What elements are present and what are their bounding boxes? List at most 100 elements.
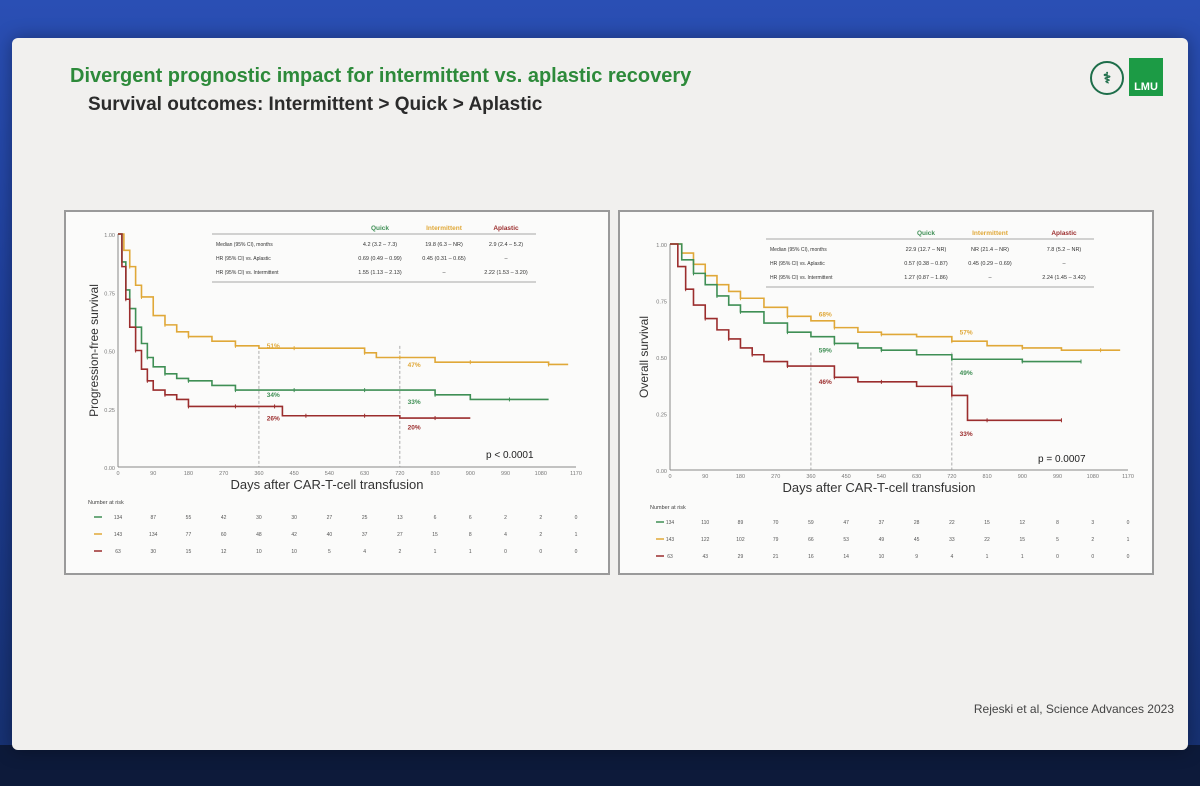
table-row-label: HR (95% CI) vs. Aplastic xyxy=(216,256,271,262)
table-header-quick: Quick xyxy=(917,230,935,237)
risk-count: 110 xyxy=(701,520,709,526)
risk-count: 77 xyxy=(186,532,192,538)
risk-count: 47 xyxy=(843,520,849,526)
table-cell: 2.22 (1.53 – 3.20) xyxy=(484,270,528,276)
risk-count: 0 xyxy=(575,549,578,555)
risk-count: 42 xyxy=(291,532,297,538)
risk-count: 42 xyxy=(221,515,227,521)
risk-count: 5 xyxy=(328,549,331,555)
risk-count: 4 xyxy=(504,532,507,538)
pfs-chart-panel: 0.00 0.25 0.50 0.75 1.00 0 90 180 270 360 450 540 63… xyxy=(64,210,610,575)
risk-count: 10 xyxy=(291,549,297,555)
risk-count: 22 xyxy=(984,537,990,543)
x-tick-label: 450 xyxy=(842,474,851,480)
risk-count: 1 xyxy=(575,532,578,538)
risk-count: 122 xyxy=(701,537,710,543)
risk-count: 13 xyxy=(397,515,403,521)
x-tick-label: 720 xyxy=(947,474,956,480)
risk-count: 33 xyxy=(949,537,955,543)
risk-count: 14 xyxy=(843,554,849,560)
x-tick-label: 540 xyxy=(325,471,334,477)
risk-count: 10 xyxy=(879,554,885,560)
risk-count: 15 xyxy=(984,520,990,526)
y-tick-label: 0.50 xyxy=(656,356,667,362)
table-row-label: HR (95% CI) vs. Intermittent xyxy=(770,275,833,281)
slide-subtitle: Survival outcomes: Intermittent > Quick … xyxy=(88,94,543,115)
risk-count: 15 xyxy=(432,532,438,538)
lmu-logo: LMU xyxy=(1129,58,1163,96)
risk-count: 5 xyxy=(1056,537,1059,543)
y-tick-label: 1.00 xyxy=(104,233,115,239)
x-tick-label: 990 xyxy=(501,471,510,477)
risk-count: 1 xyxy=(469,549,472,555)
x-tick-label: 270 xyxy=(219,471,228,477)
y-axis-label: Progression-free survival xyxy=(87,284,101,417)
x-tick-label: 990 xyxy=(1053,474,1062,480)
table-header-intermittent: Intermittent xyxy=(426,225,463,232)
table-cell: 7.8 (5.2 – NR) xyxy=(1047,247,1082,253)
x-tick-label: 720 xyxy=(395,471,404,477)
risk-count: 63 xyxy=(667,554,673,560)
table-row-label: HR (95% CI) vs. Intermittent xyxy=(216,270,279,276)
risk-table-title: Number at risk xyxy=(650,505,686,511)
risk-count: 29 xyxy=(738,554,744,560)
y-tick-label: 0.75 xyxy=(104,291,115,297)
survival-curve-intermittent xyxy=(670,243,1121,352)
risk-count: 4 xyxy=(950,554,953,560)
risk-count: 1 xyxy=(986,554,989,560)
percent-label-quick: 33% xyxy=(408,399,421,406)
table-header-aplastic: Aplastic xyxy=(493,225,519,232)
risk-count: 37 xyxy=(362,532,368,538)
risk-count: 21 xyxy=(773,554,779,560)
os-chart-panel: 0.00 0.25 0.50 0.75 1.00 0 90 180 270 360 450 540 63… xyxy=(618,210,1154,575)
risk-count: 49 xyxy=(879,537,885,543)
y-tick-label: 0.25 xyxy=(656,413,667,419)
percent-label-quick: 34% xyxy=(267,392,280,399)
risk-count: 60 xyxy=(221,532,227,538)
percent-label-aplastic: 20% xyxy=(408,425,421,432)
survival-curve-aplastic xyxy=(118,233,471,419)
risk-count: 63 xyxy=(115,549,121,555)
y-tick-label: 0.00 xyxy=(656,469,667,475)
risk-count: 143 xyxy=(666,537,675,543)
risk-count: 12 xyxy=(1020,520,1026,526)
risk-count: 1 xyxy=(1127,537,1130,543)
risk-count: 6 xyxy=(434,515,437,521)
risk-count: 43 xyxy=(702,554,708,560)
risk-count: 48 xyxy=(256,532,262,538)
risk-count: 27 xyxy=(327,515,333,521)
risk-count: 0 xyxy=(1127,520,1130,526)
percent-label-quick: 59% xyxy=(819,347,832,354)
room-background xyxy=(0,745,1200,786)
os-chart: 0.000.250.500.751.000 90 180 270 360 450 540 63… xyxy=(637,230,1134,560)
risk-count: 0 xyxy=(539,549,542,555)
table-row-label: Median (95% CI), months xyxy=(770,247,827,253)
risk-count: 25 xyxy=(362,515,368,521)
risk-count: 89 xyxy=(738,520,744,526)
table-header-aplastic: Aplastic xyxy=(1051,230,1077,237)
risk-count: 30 xyxy=(291,515,297,521)
risk-count: 4 xyxy=(363,549,366,555)
risk-count: 53 xyxy=(843,537,849,543)
risk-count: 102 xyxy=(736,537,745,543)
risk-count: 2 xyxy=(539,532,542,538)
table-cell: 1.27 (0.87 – 1.86) xyxy=(904,275,948,281)
risk-count: 79 xyxy=(773,537,779,543)
percent-label-aplastic: 26% xyxy=(267,415,280,422)
risk-count: 30 xyxy=(256,515,262,521)
x-tick-label: 1170 xyxy=(1122,474,1134,480)
risk-count: 15 xyxy=(186,549,192,555)
risk-count: 16 xyxy=(808,554,814,560)
risk-count: 6 xyxy=(469,515,472,521)
risk-count: 0 xyxy=(504,549,507,555)
risk-count: 40 xyxy=(327,532,333,538)
y-tick-label: 0.50 xyxy=(104,350,115,356)
x-tick-label: 90 xyxy=(702,474,708,480)
percent-label-aplastic: 46% xyxy=(819,379,832,386)
risk-count: 143 xyxy=(114,532,123,538)
risk-count: 134 xyxy=(666,520,675,526)
risk-count: 87 xyxy=(150,515,156,521)
table-cell: 1.55 (1.13 – 2.13) xyxy=(358,270,402,276)
x-tick-label: 360 xyxy=(806,474,815,480)
risk-count: 0 xyxy=(575,515,578,521)
